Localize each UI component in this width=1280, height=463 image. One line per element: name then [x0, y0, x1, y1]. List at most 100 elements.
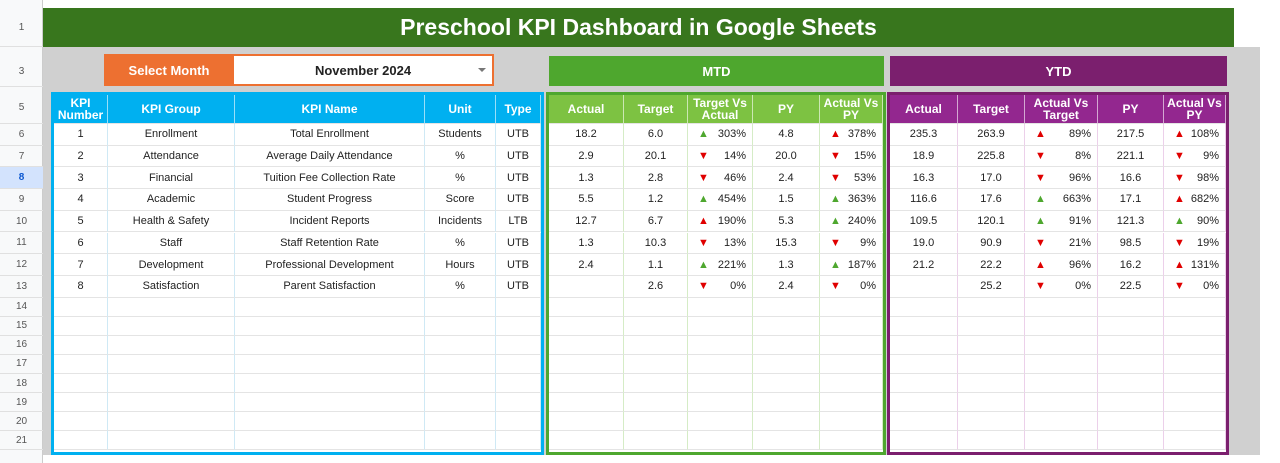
- month-value: November 2024: [314, 62, 412, 78]
- column-header: Target: [958, 95, 1025, 124]
- table-cell: 2.4: [549, 254, 624, 276]
- indicator-cell: ▼ 96%: [1025, 167, 1098, 190]
- row-number[interactable]: 21: [0, 431, 43, 451]
- empty-cell: [549, 412, 624, 432]
- column-header: Actual Vs Target: [1025, 95, 1098, 124]
- empty-cell: [549, 316, 624, 336]
- empty-cell: [753, 393, 820, 413]
- empty-cell: [958, 374, 1025, 394]
- table-cell: Total Enrollment: [235, 124, 425, 146]
- kpi-table: KPI Number 1 2 3 4 5 6 7 8 KPI Group Enrollment Att…: [51, 92, 544, 455]
- arrow-up-icon: ▲: [1035, 128, 1046, 141]
- table-cell: Professional Development: [235, 254, 425, 276]
- row-number[interactable]: 8: [0, 167, 43, 190]
- empty-cell: [496, 412, 541, 432]
- row-number[interactable]: 12: [0, 254, 43, 276]
- arrow-down-icon: ▼: [698, 150, 709, 163]
- row-number[interactable]: 7: [0, 146, 43, 168]
- row-number[interactable]: 15: [0, 317, 43, 336]
- column-header: Target: [624, 95, 688, 124]
- row-number[interactable]: 14: [0, 298, 43, 317]
- table-cell: Health & Safety: [108, 210, 235, 233]
- arrow-up-icon: ▲: [698, 215, 709, 228]
- table-cell: 4.8: [753, 124, 820, 146]
- empty-cell: [54, 374, 108, 394]
- row-number[interactable]: 20: [0, 412, 43, 432]
- empty-cell: [108, 374, 235, 394]
- arrow-up-icon: ▲: [698, 128, 709, 141]
- arrow-down-icon: ▼: [830, 150, 841, 163]
- table-cell: %: [425, 275, 496, 298]
- empty-cell: [425, 374, 496, 394]
- row-number[interactable]: 6: [0, 124, 43, 146]
- table-cell: 22.2: [958, 254, 1025, 276]
- table-cell: 1.5: [753, 189, 820, 211]
- percent-value: 0%: [1203, 280, 1219, 293]
- row-number[interactable]: 17: [0, 355, 43, 374]
- percent-value: 90%: [1196, 215, 1219, 228]
- percent-value: 190%: [717, 215, 746, 228]
- percent-value: 96%: [1068, 171, 1091, 184]
- empty-cell: [54, 335, 108, 355]
- percent-value: 91%: [1068, 215, 1091, 228]
- arrow-up-icon: ▲: [1035, 258, 1046, 271]
- table-cell: 221.1: [1098, 145, 1164, 168]
- table-cell: 12.7: [549, 210, 624, 233]
- table-cell: Attendance: [108, 145, 235, 168]
- row-number[interactable]: 13: [0, 276, 43, 298]
- table-cell: 22.5: [1098, 275, 1164, 298]
- arrow-up-icon: ▲: [1174, 215, 1185, 228]
- empty-cell: [1025, 374, 1098, 394]
- empty-cell: [425, 431, 496, 451]
- column-header: Actual: [549, 95, 624, 124]
- percent-value: 21%: [1068, 236, 1091, 249]
- empty-cell: [1164, 297, 1226, 317]
- table-cell: 109.5: [890, 210, 958, 233]
- arrow-down-icon: ▼: [830, 236, 841, 249]
- table-cell: UTB: [496, 189, 541, 211]
- percent-value: 19%: [1196, 236, 1219, 249]
- percent-value: 454%: [717, 193, 746, 206]
- row-number[interactable]: 16: [0, 336, 43, 355]
- month-dropdown[interactable]: November 2024: [232, 54, 494, 86]
- row-number[interactable]: 10: [0, 211, 43, 233]
- empty-cell: [235, 412, 425, 432]
- table-cell: 1.2: [624, 189, 688, 211]
- table-cell: 16.6: [1098, 167, 1164, 190]
- arrow-up-icon: ▲: [1035, 193, 1046, 206]
- column-header: Target Vs Actual: [688, 95, 753, 124]
- table-cell: 8: [54, 275, 108, 298]
- empty-cell: [1098, 316, 1164, 336]
- empty-cell: [496, 297, 541, 317]
- row-number[interactable]: 19: [0, 393, 43, 413]
- row-number[interactable]: 9: [0, 189, 43, 211]
- empty-cell: [54, 431, 108, 451]
- indicator-cell: ▼ 0%: [1164, 275, 1226, 298]
- empty-cell: [549, 374, 624, 394]
- empty-cell: [1164, 393, 1226, 413]
- table-cell: Staff: [108, 232, 235, 255]
- table-cell: 98.5: [1098, 232, 1164, 255]
- chevron-down-icon[interactable]: [478, 68, 486, 72]
- empty-cell: [1098, 297, 1164, 317]
- table-cell: 20.0: [753, 145, 820, 168]
- table-cell: Students: [425, 124, 496, 146]
- percent-value: 682%: [1190, 193, 1219, 206]
- row-number[interactable]: 11: [0, 233, 43, 255]
- percent-value: 98%: [1196, 171, 1219, 184]
- indicator-cell: ▲ 131%: [1164, 254, 1226, 276]
- indicator-cell: ▲ 221%: [688, 254, 753, 276]
- empty-cell: [425, 354, 496, 374]
- empty-cell: [688, 431, 753, 451]
- table-cell: 5.3: [753, 210, 820, 233]
- row-number[interactable]: 1: [0, 8, 43, 47]
- empty-cell: [688, 412, 753, 432]
- table-cell: 2: [54, 145, 108, 168]
- row-number[interactable]: 5: [0, 92, 43, 124]
- arrow-down-icon: ▼: [1174, 236, 1185, 249]
- table-cell: 25.2: [958, 275, 1025, 298]
- percent-value: 96%: [1068, 258, 1091, 271]
- empty-cell: [1025, 431, 1098, 451]
- row-number[interactable]: 3: [0, 56, 43, 87]
- row-number[interactable]: 18: [0, 374, 43, 394]
